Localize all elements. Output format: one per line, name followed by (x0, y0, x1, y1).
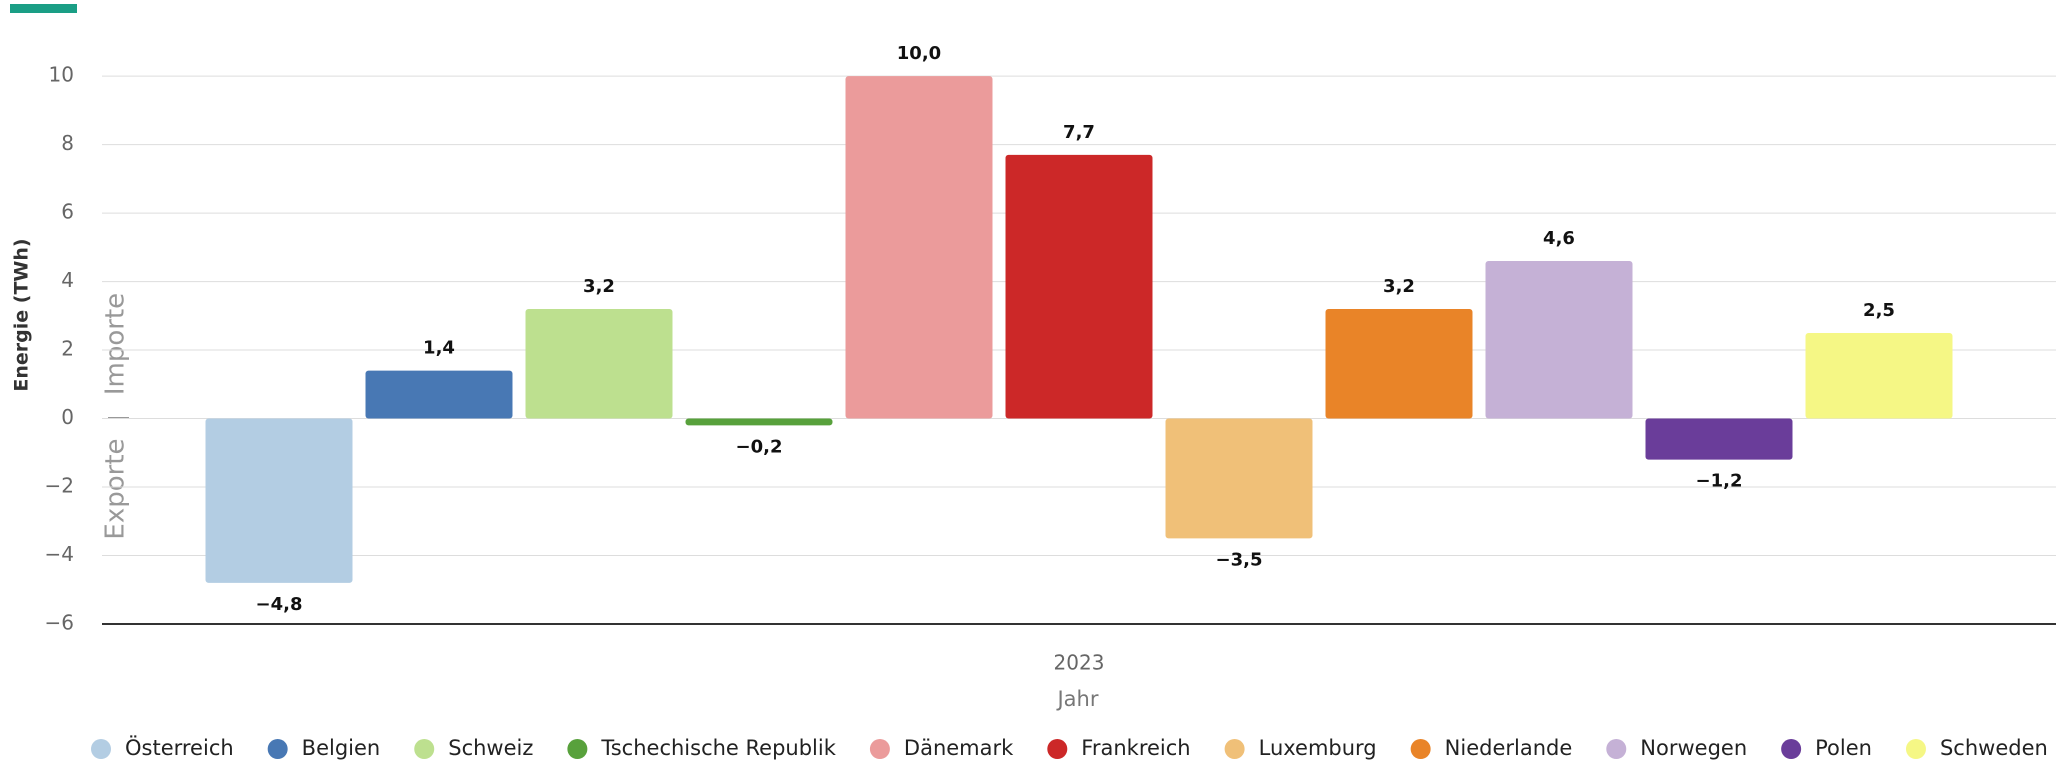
legend-marker (267, 739, 288, 759)
y-tick-label: 2 (61, 337, 74, 361)
y-tick-label: −4 (45, 542, 74, 566)
legend-label: Polen (1815, 736, 1872, 760)
legend-marker (869, 739, 890, 759)
bar (525, 308, 673, 419)
y-axis-label: Energie (TWh) (11, 238, 33, 391)
data-label: 7,7 (1063, 122, 1095, 143)
y-tick-label: 0 (61, 405, 74, 429)
legend-label: Frankreich (1081, 736, 1190, 760)
data-label: −0,2 (736, 436, 783, 457)
data-label: −4,8 (256, 594, 303, 615)
legend-label: Luxemburg (1259, 736, 1377, 760)
accent-bar (10, 4, 77, 13)
data-label: 3,2 (583, 276, 615, 297)
legend-marker (1047, 739, 1068, 759)
legend-label: Schweden (1940, 736, 2048, 760)
bar (1645, 418, 1793, 460)
data-label: −3,5 (1216, 549, 1263, 570)
bar (205, 418, 353, 583)
legend-label: Belgien (302, 736, 381, 760)
data-label: 1,4 (423, 338, 455, 359)
legend-marker (1224, 739, 1245, 759)
legend-marker (567, 739, 588, 759)
legend-marker (1905, 739, 1926, 759)
y-tick-label: 6 (61, 200, 74, 224)
legend-label: Schweiz (448, 736, 533, 760)
legend-label: Norwegen (1640, 736, 1747, 760)
legend-marker (1606, 739, 1627, 759)
legend-label: Österreich (125, 735, 234, 760)
bar (845, 76, 993, 419)
legend-label: Tschechische Republik (600, 736, 836, 760)
legend-marker (1781, 739, 1802, 759)
y-tick-label: 4 (61, 268, 74, 292)
data-label: 10,0 (897, 43, 941, 64)
bar (1485, 261, 1633, 419)
bar (685, 418, 833, 426)
bar (1165, 418, 1313, 539)
data-label: 3,2 (1383, 276, 1415, 297)
data-label: −1,2 (1696, 471, 1743, 492)
legend-marker (414, 739, 435, 759)
data-label: 4,6 (1543, 228, 1575, 249)
legend-marker (91, 739, 111, 759)
y-tick-label: 8 (61, 131, 74, 155)
annotation: Exporte (101, 438, 131, 539)
legend-label: Niederlande (1445, 736, 1573, 760)
y-tick-label: 10 (49, 63, 74, 87)
bar (365, 370, 513, 419)
annotation: Importe (101, 293, 131, 395)
bar (1005, 154, 1153, 419)
y-tick-label: −6 (45, 611, 74, 635)
legend-marker (1410, 739, 1431, 759)
data-label: 2,5 (1863, 300, 1895, 321)
x-tick-label: 2023 (1054, 651, 1105, 675)
bar (1805, 332, 1953, 419)
legend-label: Dänemark (904, 736, 1014, 760)
x-axis-label: Jahr (1055, 687, 1098, 711)
bar (1325, 308, 1473, 419)
y-tick-label: −2 (45, 474, 74, 498)
